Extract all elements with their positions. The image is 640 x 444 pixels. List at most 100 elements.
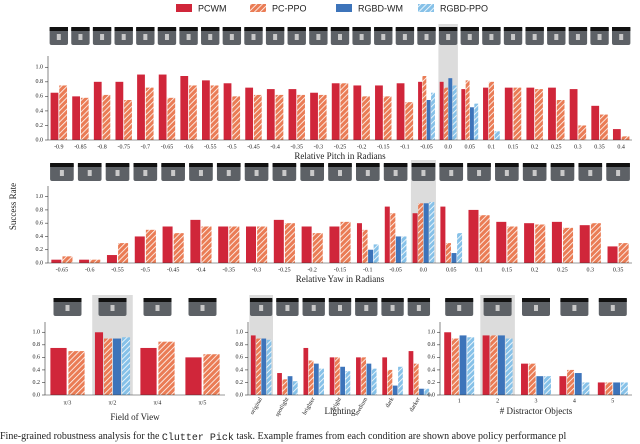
x-tick-label: original (250, 396, 265, 415)
example-object (198, 170, 203, 176)
example-object (115, 170, 120, 176)
legend-label: RGBD-WM (358, 3, 403, 13)
example-object (87, 170, 92, 176)
example-object (511, 34, 516, 40)
bar (275, 94, 284, 140)
bar (368, 249, 374, 263)
bar (569, 89, 578, 140)
example-frame-top (49, 27, 69, 31)
x-tick-label: -0.45 (167, 267, 180, 273)
bar (535, 89, 543, 140)
caption: Fine-grained robustness analysis for the… (0, 431, 567, 443)
y-tick-label: 0.8 (236, 342, 244, 348)
bar (340, 83, 349, 140)
x-tick-label: -0.1 (363, 267, 373, 273)
example-frame-top (355, 298, 378, 302)
bar (405, 102, 414, 140)
bar (79, 259, 90, 263)
y-tick-label: 0.6 (33, 355, 41, 361)
x-tick-label: -0.55 (204, 144, 217, 150)
example-frame-top (222, 27, 242, 31)
example-frame-top (157, 27, 177, 31)
bar (574, 373, 582, 395)
x-tick-label: 0.1 (488, 144, 496, 150)
x-tick-label: 2 (496, 398, 499, 404)
example-object (532, 170, 537, 176)
example-frame-top (522, 298, 550, 302)
example-frame-top (188, 298, 217, 302)
legend-swatch (250, 4, 266, 12)
bar (210, 85, 219, 140)
x-tick-label: π/3 (64, 400, 72, 406)
bar (256, 338, 261, 395)
example-object (424, 34, 429, 40)
x-tick-label: spotlight (275, 396, 291, 417)
bar (618, 243, 629, 263)
bar (145, 229, 156, 263)
x-tick-label: -0.1 (400, 144, 410, 150)
example-frame-top (133, 163, 158, 167)
x-tick-label: -0.55 (111, 267, 124, 273)
y-tick-label: 0.2 (33, 380, 41, 386)
example-object (575, 34, 580, 40)
bar (246, 226, 257, 263)
example-frame-top (578, 163, 603, 167)
example-frame-top (438, 27, 458, 31)
bar (383, 96, 392, 140)
bar (474, 103, 479, 140)
x-axis-label: Relative Yaw in Radians (296, 274, 385, 284)
bar (185, 357, 202, 395)
example-object (208, 34, 213, 40)
example-frame-top (395, 27, 415, 31)
example-object (186, 34, 191, 40)
example-frame-top (411, 163, 436, 167)
bar (440, 206, 446, 263)
bar (423, 203, 429, 263)
caption-code: Clutter Pick (162, 432, 234, 444)
bar (335, 357, 340, 395)
x-tick-label: -0.25 (334, 144, 347, 150)
example-object (226, 170, 231, 176)
y-tick-label: 0.4 (236, 367, 244, 373)
example-object (338, 305, 342, 311)
example-frame-top (550, 163, 575, 167)
bar (612, 129, 621, 140)
y-tick-label: 0.4 (36, 108, 44, 114)
example-object (285, 305, 290, 311)
example-frame-top (143, 298, 172, 302)
x-tick-label: π/4 (154, 400, 162, 406)
bar (513, 87, 522, 140)
y-tick-label: 0.4 (36, 234, 44, 240)
y-tick-label: 0.2 (36, 123, 44, 129)
example-frame-top (525, 27, 544, 31)
bar (401, 236, 407, 263)
bar (444, 87, 448, 140)
bar (371, 368, 377, 395)
bar (362, 229, 368, 263)
y-tick-label: 0.6 (36, 221, 44, 227)
bar (331, 83, 340, 140)
example-frame-top (189, 163, 213, 167)
example-frame-top (439, 163, 464, 167)
bar (266, 89, 275, 140)
example-frame-top (249, 298, 273, 302)
bar (118, 243, 129, 263)
bar (340, 221, 351, 263)
example-object (164, 34, 169, 40)
example-object (143, 34, 148, 40)
x-tick-label: 4 (573, 398, 576, 404)
x-tick-label: medium (354, 396, 369, 416)
x-tick-label: -0.4 (196, 267, 206, 273)
x-tick-label: -0.2 (307, 267, 317, 273)
example-object (121, 34, 126, 40)
x-tick-label: -0.75 (117, 144, 130, 150)
example-frame-top (381, 298, 404, 302)
x-tick-label: -0.35 (290, 144, 303, 150)
example-frame-top (161, 163, 185, 167)
bar (483, 87, 489, 140)
bar (102, 94, 111, 140)
bar (382, 357, 388, 395)
bar (288, 89, 297, 140)
legend-swatch (418, 4, 434, 12)
